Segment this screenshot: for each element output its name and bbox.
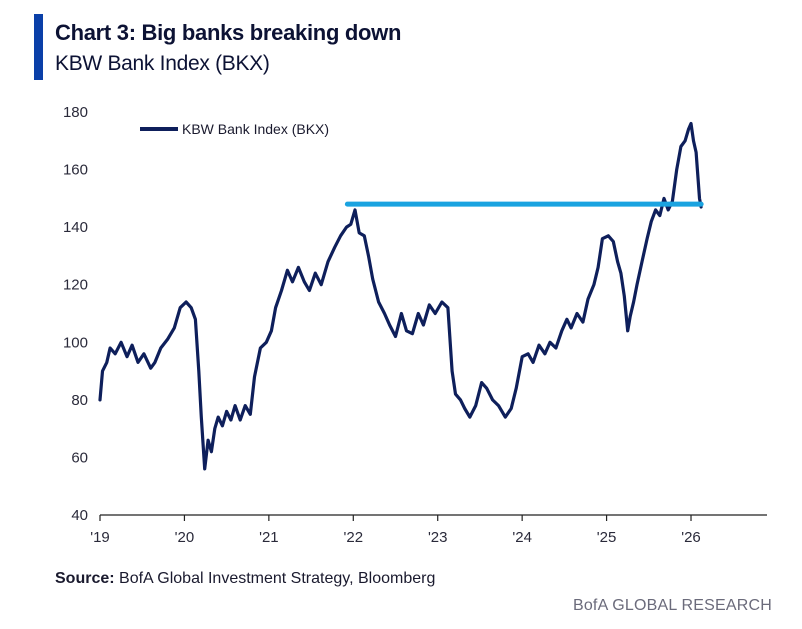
y-tick-label: 100 — [63, 334, 88, 351]
x-tick-label: '25 — [597, 529, 617, 546]
y-tick-label: 120 — [63, 277, 88, 294]
x-tick-label: '19 — [90, 529, 110, 546]
x-axis: '19 '20 '21 '22 '23 '24 '25 '26 — [90, 514, 767, 546]
y-tick-label: 80 — [71, 392, 88, 409]
y-tick-label: 160 — [63, 162, 88, 179]
chart-subtitle: KBW Bank Index (BKX) — [55, 52, 270, 75]
x-tick-label: '20 — [175, 529, 195, 546]
x-tick-label: '22 — [344, 529, 364, 546]
legend-label: KBW Bank Index (BKX) — [182, 121, 329, 137]
source-text: BofA Global Investment Strategy, Bloombe… — [119, 570, 436, 587]
y-tick-label: 180 — [63, 104, 88, 121]
y-tick-label: 60 — [71, 449, 88, 466]
x-tick-label: '26 — [681, 529, 701, 546]
y-axis: 40 60 80 100 120 140 160 180 — [63, 104, 88, 524]
x-tick-label: '21 — [259, 529, 279, 546]
source-note: Source: BofA Global Investment Strategy,… — [55, 570, 435, 588]
plot-area — [98, 121, 704, 471]
x-tick-label: '23 — [428, 529, 448, 546]
title-accent-bar — [34, 14, 43, 80]
legend: KBW Bank Index (BKX) — [140, 121, 329, 137]
chart-title: Chart 3: Big banks breaking down — [55, 20, 402, 45]
line-chart: 40 60 80 100 120 140 160 180 '19 '20 '21 '22 '23 '24… — [63, 104, 767, 546]
y-tick-label: 40 — [71, 507, 88, 524]
source-label: Source: — [55, 570, 115, 587]
y-tick-label: 140 — [63, 219, 88, 236]
brand-footer: BofA GLOBAL RESEARCH — [572, 597, 772, 614]
x-tick-label: '24 — [512, 529, 532, 546]
series-line-bkx — [98, 121, 703, 471]
